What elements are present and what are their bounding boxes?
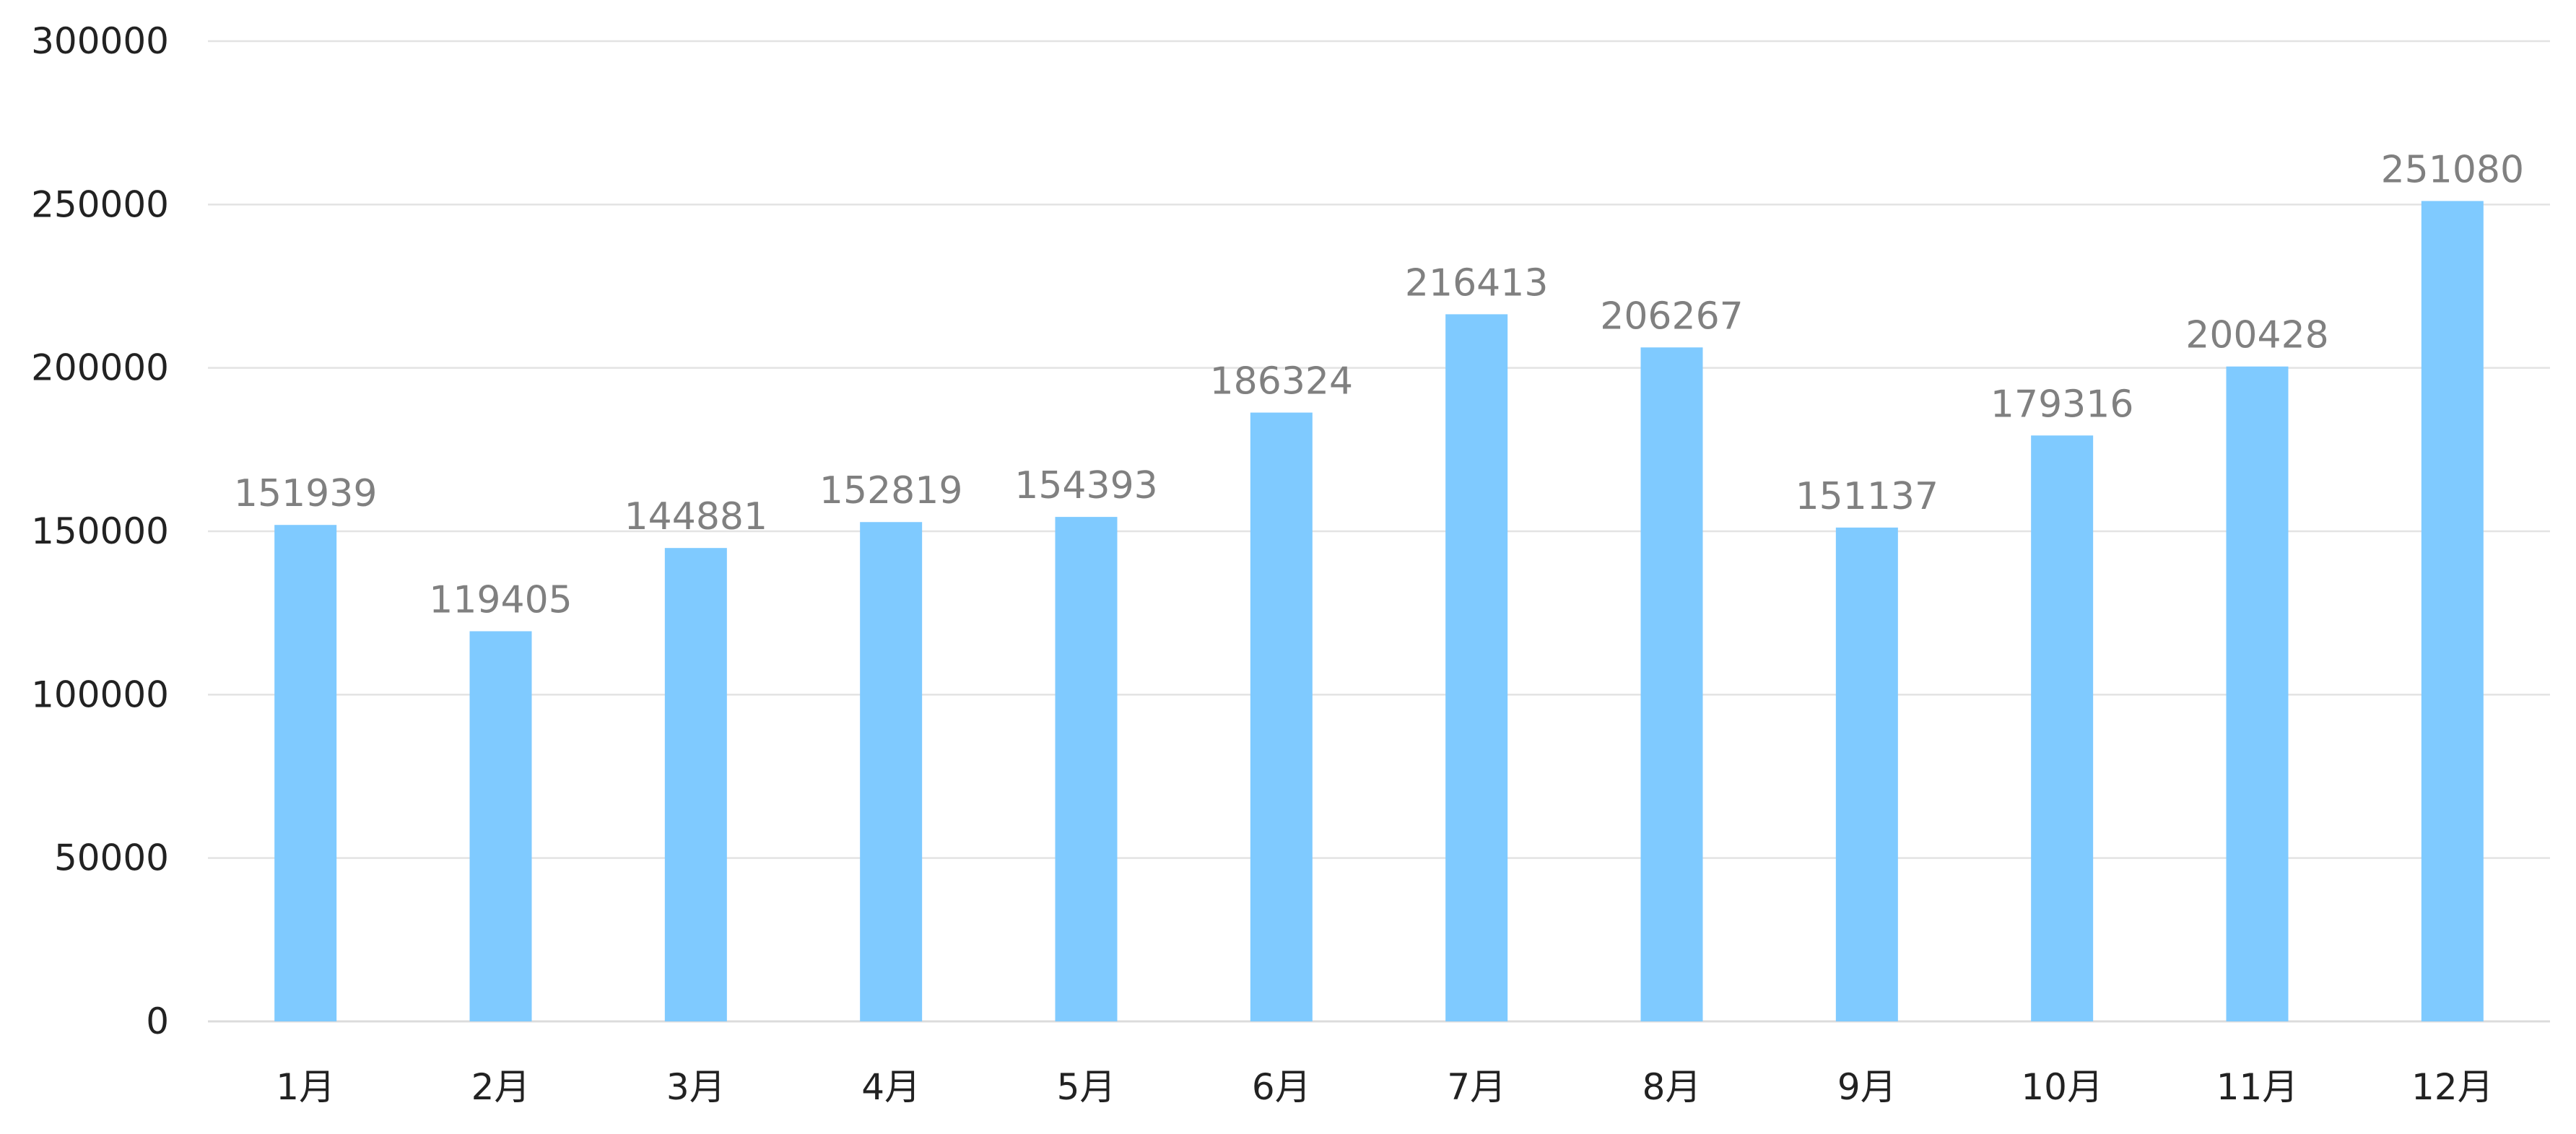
y-axis-ticks: 0 50000 100000 150000 200000 250000 300000 (31, 20, 169, 1042)
data-label: 186324 (1210, 360, 1354, 404)
bar (1250, 412, 1313, 1021)
data-label: 206267 (1600, 295, 1744, 338)
y-tick-label: 250000 (31, 183, 169, 225)
bar (274, 525, 337, 1021)
data-label: 179316 (1990, 383, 2134, 426)
data-label: 152819 (819, 469, 963, 513)
y-tick-label: 300000 (31, 20, 169, 62)
bar (1445, 314, 1508, 1021)
bar (860, 522, 923, 1021)
data-label: 200428 (2185, 314, 2329, 357)
bar (664, 548, 727, 1021)
x-tick-label: 8月 (1642, 1066, 1702, 1108)
bars (274, 201, 2484, 1021)
x-tick-label: 11月 (2216, 1066, 2299, 1108)
bar (469, 631, 532, 1021)
bar (2226, 366, 2289, 1021)
x-tick-label: 5月 (1057, 1066, 1116, 1108)
x-tick-label: 1月 (276, 1066, 335, 1108)
data-label: 151939 (234, 472, 378, 515)
y-tick-label: 0 (146, 1000, 169, 1042)
x-axis-ticks: 1月 2月 3月 4月 5月 6月 7月 8月 9月 10月 11月 12月 (276, 1066, 2493, 1108)
bar (2421, 201, 2484, 1021)
data-label: 151137 (1796, 475, 1939, 518)
x-tick-label: 9月 (1837, 1066, 1897, 1108)
x-tick-label: 7月 (1447, 1066, 1506, 1108)
y-tick-label: 100000 (31, 673, 169, 715)
x-tick-label: 12月 (2411, 1066, 2494, 1108)
bar (2031, 435, 2094, 1021)
data-label: 119405 (429, 578, 573, 621)
bar (1835, 527, 1898, 1021)
data-labels: 151939 119405 144881 152819 154393 186324 2164… (234, 148, 2524, 621)
data-label: 216413 (1405, 261, 1549, 305)
data-label: 251080 (2381, 148, 2525, 191)
y-tick-label: 200000 (31, 347, 169, 389)
data-label: 144881 (625, 495, 768, 538)
x-tick-label: 4月 (861, 1066, 921, 1108)
x-tick-label: 3月 (666, 1066, 726, 1108)
x-tick-label: 6月 (1252, 1066, 1311, 1108)
grid-lines (208, 40, 2550, 1023)
bar (1055, 517, 1118, 1021)
y-tick-label: 150000 (31, 510, 169, 552)
x-tick-label: 10月 (2021, 1066, 2103, 1108)
x-tick-label: 2月 (471, 1066, 531, 1108)
data-label: 154393 (1014, 464, 1158, 507)
y-tick-label: 50000 (54, 837, 169, 879)
bar (1640, 347, 1703, 1021)
